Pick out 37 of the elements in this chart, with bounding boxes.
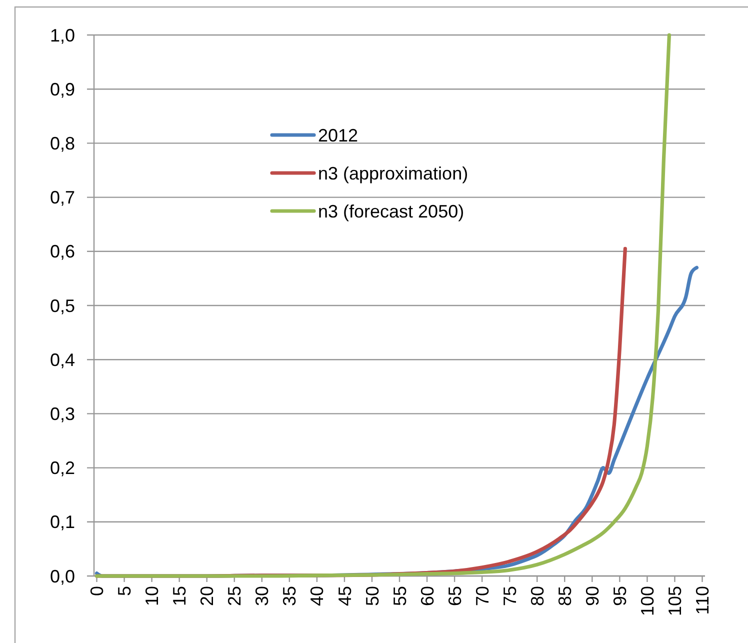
y-tick-label: 0,4 xyxy=(50,350,75,370)
x-tick-label: 50 xyxy=(362,586,382,606)
x-tick-label: 100 xyxy=(638,586,658,616)
x-tick-label: 55 xyxy=(390,586,410,606)
x-tick-label: 0 xyxy=(87,586,108,596)
x-tick-label: 15 xyxy=(170,586,190,606)
legend-label: n3 (forecast 2050) xyxy=(318,201,464,222)
y-tick-label: 0,5 xyxy=(50,296,75,316)
legend-label: 2012 xyxy=(318,125,358,146)
y-tick-label: 0,3 xyxy=(50,404,75,424)
x-tick-label: 105 xyxy=(665,586,686,616)
x-tick-label: 90 xyxy=(582,586,602,606)
x-tick-label: 110 xyxy=(692,586,713,615)
x-tick-label: 75 xyxy=(500,586,520,606)
y-tick-label: 0,2 xyxy=(50,458,75,478)
x-tick-label: 35 xyxy=(280,586,300,606)
legend-label: n3 (approximation) xyxy=(318,163,468,184)
x-tick-label: 40 xyxy=(307,586,328,606)
y-tick-label: 0,6 xyxy=(50,242,75,262)
y-tick-label: 0,8 xyxy=(50,134,75,154)
x-tick-label: 85 xyxy=(554,586,575,606)
x-tick-label: 70 xyxy=(472,586,492,606)
x-tick-label: 95 xyxy=(610,586,630,606)
y-tick-label: 0,1 xyxy=(50,512,75,532)
x-tick-label: 80 xyxy=(527,586,548,606)
y-tick-label: 0,7 xyxy=(50,188,75,208)
x-tick-label: 10 xyxy=(142,586,162,606)
x-tick-label: 60 xyxy=(417,586,438,606)
y-tick-label: 1,0 xyxy=(50,25,75,46)
x-tick-label: 45 xyxy=(334,586,355,606)
y-tick-label: 0,0 xyxy=(50,566,75,586)
x-tick-label: 65 xyxy=(444,586,465,606)
x-tick-label: 5 xyxy=(114,586,135,596)
x-tick-label: 25 xyxy=(224,586,245,606)
x-tick-label: 20 xyxy=(197,586,218,606)
y-tick-label: 0,9 xyxy=(50,79,75,100)
x-tick-label: 30 xyxy=(252,586,272,606)
